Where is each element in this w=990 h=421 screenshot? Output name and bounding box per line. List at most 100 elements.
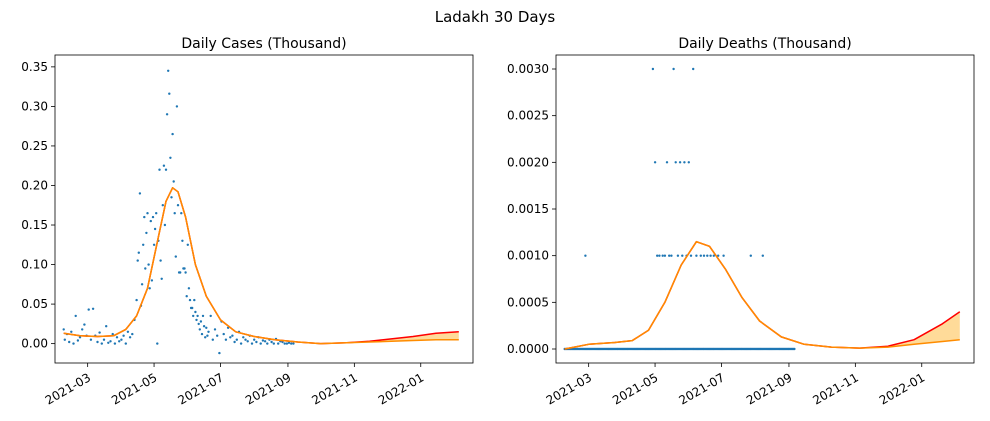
cases-y-tick-label: 0.15 [21,218,48,232]
cases-data-point [250,342,254,345]
cases-data-point [181,239,184,242]
cases-data-point [113,342,117,345]
cases-data-point [170,196,173,199]
cases-data-point [158,168,161,171]
cases-x-tick-label: 2021-11 [309,370,359,407]
deaths-data-point [584,254,587,257]
cases-data-point [172,180,175,183]
cases-x-tick-label: 2021-05 [109,370,159,407]
deaths-data-point [699,254,702,257]
cases-data-point [261,339,265,342]
cases-data-point [136,259,139,262]
cases-data-point [188,298,192,302]
cases-data-point [164,168,168,171]
cases-data-point [213,328,217,331]
cases-data-point [263,340,267,343]
cases-data-point [229,336,232,339]
cases-data-point [235,338,238,341]
cases-data-point [124,342,128,345]
cases-data-point [199,320,203,323]
deaths-data-point [661,254,664,257]
deaths-data-point [656,254,659,257]
cases-data-point [118,340,121,343]
cases-data-point [137,251,140,254]
deaths-x-tick-label: 2021-07 [677,370,727,407]
cases-data-point [135,298,138,302]
deaths-chart-title: Daily Deaths (Thousand) [678,36,851,52]
deaths-x-tick-label: 2021-09 [744,370,794,407]
deaths-y-tick-label: 0.0015 [507,202,549,216]
cases-data-point [167,69,170,73]
cases-data-point [207,330,210,333]
deaths-y-tick-label: 0.0010 [507,249,549,263]
cases-data-point [153,227,157,231]
cases-data-point [160,277,163,280]
deaths-data-point [678,161,682,164]
cases-data-point [155,212,158,215]
deaths-forecast-band [564,241,960,349]
cases-x-tick-label: 2021-09 [243,370,293,407]
cases-y-tick-label: 0.35 [21,60,48,74]
cases-data-point [156,342,159,345]
deaths-data-point [681,254,684,257]
deaths-chart: Daily Deaths (Thousand) 0.0000 0.0005 0.001… [507,36,975,408]
cases-data-point [174,255,177,258]
deaths-data-point [702,254,706,257]
cases-data-point [272,342,275,345]
cases-data-point [144,267,147,270]
cases-data-point [102,338,106,341]
deaths-x-tick-label: 2022-01 [877,370,927,407]
cases-data-point [246,340,249,343]
cases-data-point [285,342,289,345]
cases-data-point [62,328,65,331]
cases-data-point [147,263,150,266]
cases-plot-area [62,69,459,355]
cases-data-point [146,212,149,215]
cases-y-tick-label: 0.10 [21,258,48,272]
cases-y-tick-label: 0.05 [21,297,48,311]
deaths-x-tick-label: 2021-11 [810,370,860,407]
cases-data-point [231,334,234,337]
deaths-data-point [706,254,709,257]
cases-chart: Daily Cases (Thousand) 0.00 0.05 0.10 0.15 0.… [21,36,474,408]
cases-data-point [98,331,101,334]
cases-data-point [91,307,95,310]
cases-y-tick-label: 0.30 [21,99,48,113]
cases-y-tick-label: 0.25 [21,139,48,153]
deaths-y-tick-label: 0.0030 [507,62,549,76]
cases-data-point [159,259,162,262]
deaths-data-point [687,161,690,164]
cases-data-point [162,164,166,167]
cases-data-point [193,298,196,302]
cases-data-point [244,338,247,341]
cases-data-point [211,338,214,341]
cases-data-point [100,342,104,345]
deaths-data-point [663,254,667,257]
cases-data-point [277,342,280,345]
cases-data-point [109,340,112,343]
cases-data-point [78,336,82,339]
deaths-lower-line [564,240,960,350]
cases-data-point [179,271,182,274]
cases-data-point [126,330,130,333]
deaths-data-point [689,254,693,257]
cases-data-point [201,314,205,318]
deaths-data-point [793,347,796,351]
deaths-data-point [658,254,661,257]
cases-data-point [287,341,291,344]
cases-data-point [196,314,199,318]
deaths-data-point [712,254,715,257]
deaths-data-point [692,67,695,71]
cases-data-point [87,308,90,311]
cases-data-point [81,328,84,331]
cases-data-point [183,267,186,270]
cases-data-point [186,243,189,246]
cases-data-point [169,156,172,159]
cases-data-point [192,314,195,318]
deaths-data-point [722,254,725,257]
cases-data-point [290,342,293,345]
deaths-data-point [665,161,669,164]
cases-data-point [142,243,145,246]
